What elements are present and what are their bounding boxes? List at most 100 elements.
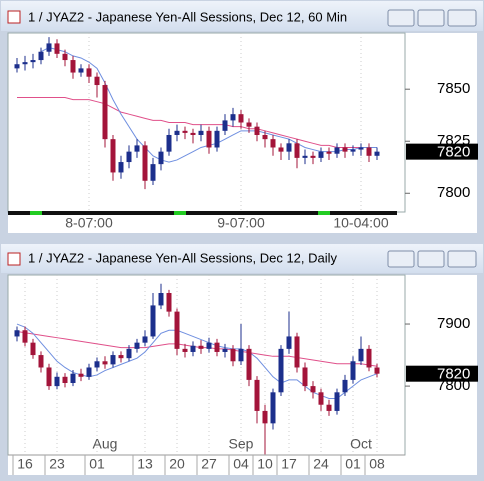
- window-title: 1 / JYAZ2 - Japanese Yen-All Sessions, D…: [28, 250, 338, 265]
- close-button[interactable]: [447, 9, 477, 27]
- candle-body: [94, 361, 100, 368]
- candle-body: [206, 342, 212, 349]
- x-tick-label: 01: [89, 456, 105, 472]
- candle-body: [230, 348, 236, 362]
- candle-body: [214, 130, 220, 148]
- candle-body: [54, 43, 60, 54]
- candle-body: [342, 147, 348, 152]
- candle-body: [326, 404, 332, 411]
- candle-body: [254, 379, 260, 411]
- candle-body: [158, 293, 164, 306]
- candle-body: [358, 147, 364, 150]
- candle-body: [366, 147, 372, 156]
- x-tick-label: 20: [169, 456, 185, 472]
- candle-body: [30, 342, 36, 356]
- window-icon: [7, 10, 21, 24]
- candle-body: [46, 43, 52, 52]
- candle-body: [374, 367, 380, 374]
- maximize-button[interactable]: [417, 250, 445, 268]
- candle-body: [262, 134, 268, 140]
- candle-body: [286, 336, 292, 349]
- candle-body: [14, 330, 20, 337]
- x-tick-label: 17: [281, 456, 297, 472]
- candle-body: [238, 114, 244, 123]
- moving-average: [16, 330, 378, 367]
- month-label: Sep: [229, 436, 254, 452]
- candle-body: [326, 151, 332, 154]
- candle-body: [190, 345, 196, 352]
- candle-body: [318, 392, 324, 405]
- candle-body: [150, 164, 156, 181]
- plot-area: [7, 32, 406, 213]
- session-strip: [8, 211, 397, 215]
- window-title: 1 / JYAZ2 - Japanese Yen-All Sessions, D…: [28, 9, 347, 24]
- candle-body: [158, 151, 164, 165]
- candle-body: [30, 60, 36, 63]
- candle-body: [246, 348, 252, 380]
- candle-body: [270, 392, 276, 424]
- candle-body: [214, 342, 220, 352]
- candle-body: [334, 392, 340, 411]
- candle-body: [102, 85, 108, 140]
- candle-body: [38, 355, 44, 368]
- x-tick-label: 10: [257, 456, 273, 472]
- candle-body: [294, 143, 300, 158]
- x-tick-label: 01: [345, 456, 361, 472]
- candle-body: [270, 139, 276, 148]
- candle-body: [198, 130, 204, 135]
- candle-body: [102, 361, 108, 365]
- maximize-button[interactable]: [417, 9, 445, 27]
- candle-body: [286, 143, 292, 152]
- candle-body: [86, 68, 92, 77]
- plot-area: [7, 274, 406, 456]
- candle-body: [334, 147, 340, 154]
- candle-body: [358, 348, 364, 362]
- candle-body: [22, 330, 28, 343]
- candle-body: [342, 379, 348, 393]
- last-price-box: [406, 365, 478, 382]
- minimize-button[interactable]: [387, 9, 415, 27]
- candle-body: [70, 60, 76, 73]
- session-marker: [318, 211, 330, 215]
- x-tick-label: 08: [369, 456, 385, 472]
- month-label: Aug: [93, 436, 118, 452]
- candle-body: [246, 122, 252, 127]
- candle-body: [142, 145, 148, 181]
- candle-body: [118, 355, 124, 359]
- candle-body: [166, 293, 172, 312]
- candle-body: [198, 345, 204, 349]
- candle-body: [126, 151, 132, 163]
- candle-body: [222, 348, 228, 352]
- candle-body: [38, 51, 44, 61]
- candle-body: [70, 373, 76, 383]
- last-price-label: 7820: [437, 366, 470, 383]
- candle-body: [62, 376, 68, 383]
- close-button[interactable]: [447, 250, 477, 268]
- candle-body: [78, 373, 84, 377]
- session-marker: [30, 211, 42, 215]
- minimize-button[interactable]: [387, 250, 415, 268]
- candle-body: [142, 336, 148, 343]
- x-tick-label: 16: [17, 456, 33, 472]
- candle-body: [78, 68, 84, 73]
- last-price-box: [406, 143, 478, 160]
- candle-body: [46, 367, 52, 387]
- candle-body: [262, 410, 268, 424]
- candle-body: [54, 376, 60, 387]
- x-tick-label: 04: [233, 456, 249, 472]
- y-tick-label: 7900: [437, 315, 470, 332]
- candle-body: [62, 53, 68, 61]
- session-marker: [174, 211, 186, 215]
- candle-body: [150, 305, 156, 337]
- candle-body: [94, 76, 100, 86]
- candle-body: [182, 348, 188, 352]
- candle-body: [174, 130, 180, 135]
- candle-body: [374, 151, 380, 156]
- candle-body: [118, 162, 124, 173]
- window-icon: [7, 252, 21, 266]
- candle-body: [350, 149, 356, 152]
- candle-body: [126, 348, 132, 359]
- moving-average: [17, 97, 377, 148]
- candle-body: [350, 361, 356, 380]
